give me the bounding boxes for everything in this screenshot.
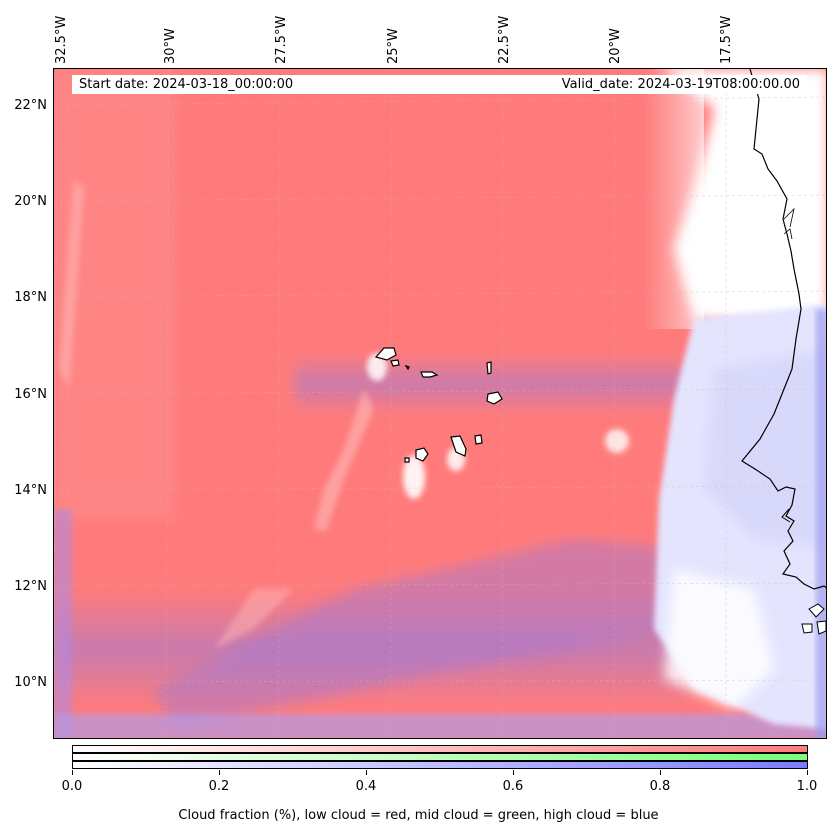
clear-patch-southeast (664, 569, 774, 709)
island-brava (404, 457, 410, 463)
lon-label-22-5w: 22.5°W (497, 15, 512, 64)
clear-sky-northeast (664, 69, 826, 329)
colorbar-ticklabel-4: 0.8 (649, 779, 671, 794)
bijagos-islands (801, 603, 826, 635)
colorbar-tick-3 (513, 770, 514, 775)
colorbar-ticklabel-5: 1.0 (796, 779, 818, 794)
island-sao-vicente (390, 359, 400, 367)
colorbar-tick-0 (72, 770, 73, 775)
colorbar-ticklabel-2: 0.4 (355, 779, 377, 794)
cloud-streak-1 (314, 389, 374, 531)
lon-label-30w: 30°W (163, 28, 178, 64)
lon-label-25w: 25°W (386, 28, 401, 64)
high-cloud-west-edge (54, 509, 72, 738)
senegal-river (783, 207, 795, 240)
island-santiago (450, 435, 467, 457)
lat-label-10n: 10°N (14, 675, 47, 690)
high-cloud-bottom-edge (54, 714, 826, 738)
colorbar-ticklabel-0: 0.0 (61, 779, 83, 794)
start-date-label: Start date: 2024-03-18_00:00:00 (79, 77, 294, 92)
colorbar-tick-5 (807, 770, 808, 775)
island-boa-vista (486, 391, 503, 405)
island-fogo (415, 447, 429, 462)
africa-coastline (741, 69, 826, 590)
wake-cloud-4 (605, 429, 629, 453)
island-maio (474, 434, 483, 445)
island-sao-nicolau (420, 371, 439, 378)
cloud-streak-2 (59, 179, 84, 389)
colorbar-high-cloud (72, 761, 808, 769)
date-header: Start date: 2024-03-18_00:00:00 Valid_da… (72, 75, 807, 94)
cloud-streak-3 (214, 589, 294, 649)
colorbar-tick-4 (660, 770, 661, 775)
lat-label-20n: 20°N (14, 194, 47, 209)
map-canvas (54, 69, 826, 738)
lat-label-22n: 22°N (14, 98, 47, 113)
colorbar-mid-cloud (72, 753, 808, 761)
colorbar-tick-1 (219, 770, 220, 775)
lon-label-32-5w: 32.5°W (54, 15, 69, 64)
colorbar-ticklabel-3: 0.6 (502, 779, 524, 794)
lon-label-20w: 20°W (608, 28, 623, 64)
clear-fade-edge (644, 69, 704, 329)
island-santo-antao (374, 347, 397, 361)
high-cloud-east-edge (816, 309, 826, 738)
colorbar-caption: Cloud fraction (%), low cloud = red, mid… (178, 808, 659, 823)
lat-label-18n: 18°N (14, 290, 47, 305)
high-cloud-band-mid (294, 354, 714, 414)
colorbar-tick-2 (366, 770, 367, 775)
lon-label-27-5w: 27.5°W (274, 15, 289, 64)
cloud-fraction-map (53, 68, 827, 739)
lat-label-14n: 14°N (14, 483, 47, 498)
cape-verde-islands (374, 347, 503, 463)
island-santa-luzia (404, 364, 410, 371)
graticule (54, 69, 826, 738)
africa-estuary (781, 508, 791, 523)
valid-date-label: Valid_date: 2024-03-19T08:00:00.00 (561, 77, 800, 92)
lon-label-17-5w: 17.5°W (719, 15, 734, 64)
lat-label-16n: 16°N (14, 387, 47, 402)
wake-cloud-1 (367, 353, 387, 381)
colorbar-ticklabel-1: 0.2 (208, 779, 230, 794)
lat-label-12n: 12°N (14, 579, 47, 594)
island-sal (486, 361, 492, 375)
colorbar-low-cloud (72, 745, 808, 753)
high-cloud-east-inner (704, 349, 826, 549)
